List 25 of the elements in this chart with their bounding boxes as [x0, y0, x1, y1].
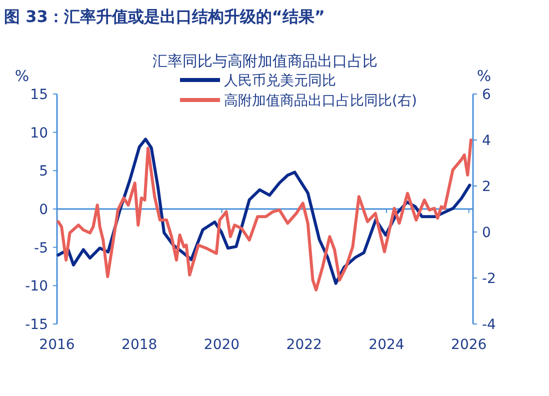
y-tick-label: 10 — [30, 125, 48, 142]
x-tick-label: 2020 — [204, 337, 240, 353]
chart-subtitle: 汇率同比与高附加值商品出口占比 — [152, 52, 378, 70]
y2-tick-label: -2 — [482, 271, 496, 287]
y2-tick-label: 0 — [482, 225, 491, 241]
y-tick-label: 0 — [39, 202, 48, 218]
x-tick-label: 2016 — [39, 337, 75, 353]
y-tick-label: -5 — [34, 240, 48, 256]
y2-axis-title: % — [476, 67, 492, 85]
x-tick-label: 2024 — [368, 337, 404, 353]
x-tick-label: 2026 — [451, 337, 487, 353]
x-tick-label: 2022 — [286, 337, 322, 353]
y-tick-label: -10 — [25, 278, 48, 295]
y-tick-label: 15 — [30, 87, 48, 103]
y-axis-title: % — [14, 67, 30, 85]
x-tick-label: 2018 — [122, 337, 158, 353]
legend-label: 高附加值商品出口占比同比(右) — [224, 93, 417, 109]
y2-tick-label: 2 — [482, 179, 491, 195]
y2-tick-label: 4 — [482, 133, 491, 149]
y2-tick-label: -4 — [482, 317, 496, 333]
y2-tick-label: 6 — [482, 87, 491, 103]
legend-label: 人民币兑美元同比 — [224, 73, 336, 89]
y-tick-label: 5 — [39, 164, 48, 180]
chart-title: 图 33：汇率升值或是出口结构升级的“结果” — [4, 7, 325, 26]
y-tick-label: -15 — [25, 317, 48, 333]
